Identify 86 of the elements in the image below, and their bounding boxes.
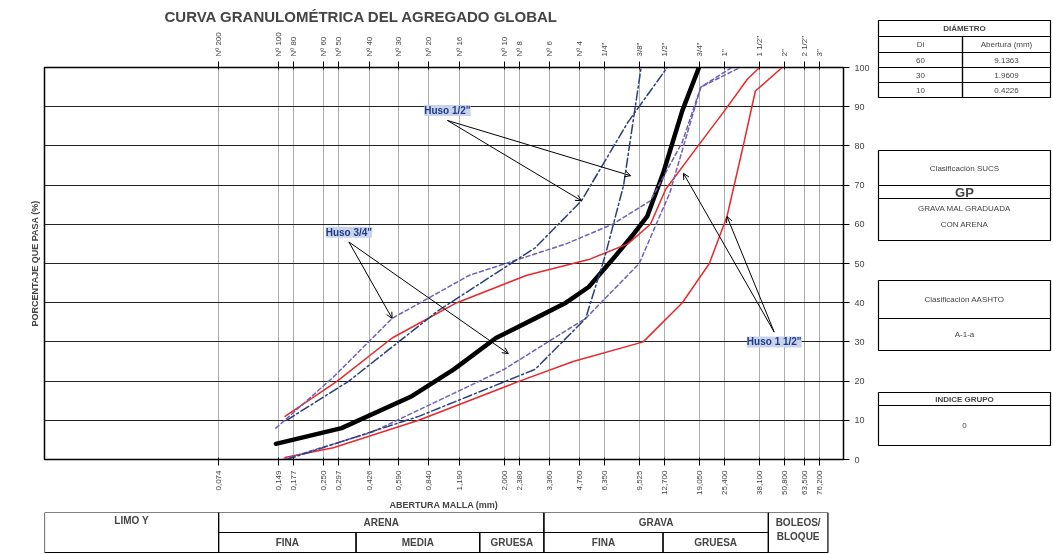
text: Clasificación SUCS — [929, 163, 1000, 173]
text: 1 1/2" — [755, 35, 765, 57]
text: 3/4" — [695, 42, 705, 57]
y-tick-label: 20 — [854, 376, 865, 387]
x-tick-label: 19,050 — [695, 469, 705, 495]
y-tick-label: 10 — [854, 415, 865, 426]
x-tick-label: 6,350 — [599, 469, 609, 491]
text: Nº 8 — [514, 40, 524, 57]
text: GRAVA — [638, 517, 674, 528]
text: 2 1/2" — [799, 35, 809, 57]
y-tick-label: 70 — [854, 180, 865, 191]
x-tick-label: 50,800 — [780, 469, 790, 495]
x-tick-label: 0,840 — [424, 469, 434, 491]
y-tick-label: 40 — [854, 297, 865, 308]
x-tick-label: 25,400 — [720, 469, 730, 495]
x-tick-label: 3,360 — [544, 469, 554, 491]
text: GP — [955, 184, 975, 200]
x-axis-title: ABERTURA MALLA (mm) — [389, 499, 498, 510]
y-tick-label: 60 — [854, 219, 865, 230]
x-tick-label: 0,177 — [289, 469, 299, 491]
text: 0.4226 — [994, 85, 1020, 95]
text: 9.1363 — [994, 55, 1020, 65]
text: Clasificación AASHTO — [924, 295, 1004, 304]
x-tick-label: 12,700 — [659, 469, 669, 495]
text: Nº 80 — [289, 36, 299, 57]
y-tick-label: 30 — [854, 336, 865, 347]
annotation: Huso 1/2" — [424, 105, 471, 117]
text: 1.9609 — [994, 70, 1020, 80]
text: Nº 20 — [424, 36, 434, 57]
text: Di — [916, 40, 925, 49]
text: LIMO Y — [114, 515, 149, 526]
text: 2" — [780, 49, 790, 57]
text: 1/2" — [659, 42, 669, 57]
text: 0 — [962, 421, 968, 430]
x-tick-label: 9,525 — [635, 469, 645, 491]
text: INDICE GRUPO — [935, 394, 994, 404]
text: Nº 40 — [365, 36, 375, 57]
text: MEDIA — [401, 537, 435, 548]
text: GRUESA — [694, 537, 738, 548]
y-tick-label: 0 — [854, 454, 860, 465]
text: 30 — [916, 70, 926, 80]
y-axis-title: PORCENTAJE QUE PASA (%) — [29, 200, 40, 327]
text: FINA — [591, 537, 616, 548]
x-tick-label: 63,500 — [799, 469, 809, 495]
text: Nº 6 — [544, 40, 554, 57]
y-tick-label: 80 — [854, 140, 865, 151]
y-tick-label: 90 — [854, 101, 865, 112]
text: Nº 16 — [454, 36, 464, 57]
x-tick-label: 0,074 — [213, 469, 223, 491]
text: Nº 60 — [319, 36, 329, 57]
x-tick-label: 76,200 — [815, 469, 825, 495]
text: Nº 50 — [334, 36, 344, 57]
text: DIÁMETRO — [943, 24, 986, 33]
text: FINA — [275, 537, 299, 548]
x-tick-label: 2,000 — [499, 469, 509, 491]
x-tick-label: 0,590 — [393, 469, 403, 491]
text: GRUESA — [490, 537, 534, 548]
text: Nº 10 — [499, 36, 509, 57]
annotation: Huso 1 1/2" — [746, 336, 802, 348]
text: Abertura (mm) — [980, 40, 1033, 49]
text: Nº 30 — [393, 36, 403, 57]
x-tick-label: 38,100 — [755, 469, 765, 495]
text: Nº 200 — [213, 31, 223, 57]
x-tick-label: 4,760 — [574, 469, 584, 491]
text: A-1-a — [954, 330, 975, 339]
x-tick-label: 0,149 — [274, 469, 284, 491]
y-tick-label: 100 — [854, 62, 870, 73]
x-tick-label: 0,297 — [334, 469, 344, 491]
text: BOLEOS/ BLOQUE — [775, 517, 821, 542]
text: Nº 100 — [274, 31, 284, 57]
text: ARENA — [363, 517, 400, 528]
text: GRAVA MAL GRADUADA CON ARENA — [917, 204, 1011, 229]
text: 60 — [916, 55, 926, 65]
x-tick-label: 0,250 — [319, 469, 329, 491]
x-tick-label: 2,380 — [514, 469, 524, 491]
annotation: Huso 3/4" — [325, 226, 373, 238]
y-tick-label: 50 — [854, 258, 865, 269]
x-tick-label: 0,426 — [365, 469, 375, 491]
text: 10 — [916, 85, 926, 95]
text: 3" — [815, 49, 825, 57]
x-tick-label: 1,190 — [454, 469, 464, 491]
text: Nº 4 — [574, 40, 584, 57]
chart-title: CURVA GRANULOMÉTRICA DEL AGREGADO GLOBAL — [164, 7, 557, 25]
text: 1/4" — [599, 42, 609, 57]
text: 3/8" — [635, 42, 645, 57]
text: 1" — [720, 49, 730, 57]
